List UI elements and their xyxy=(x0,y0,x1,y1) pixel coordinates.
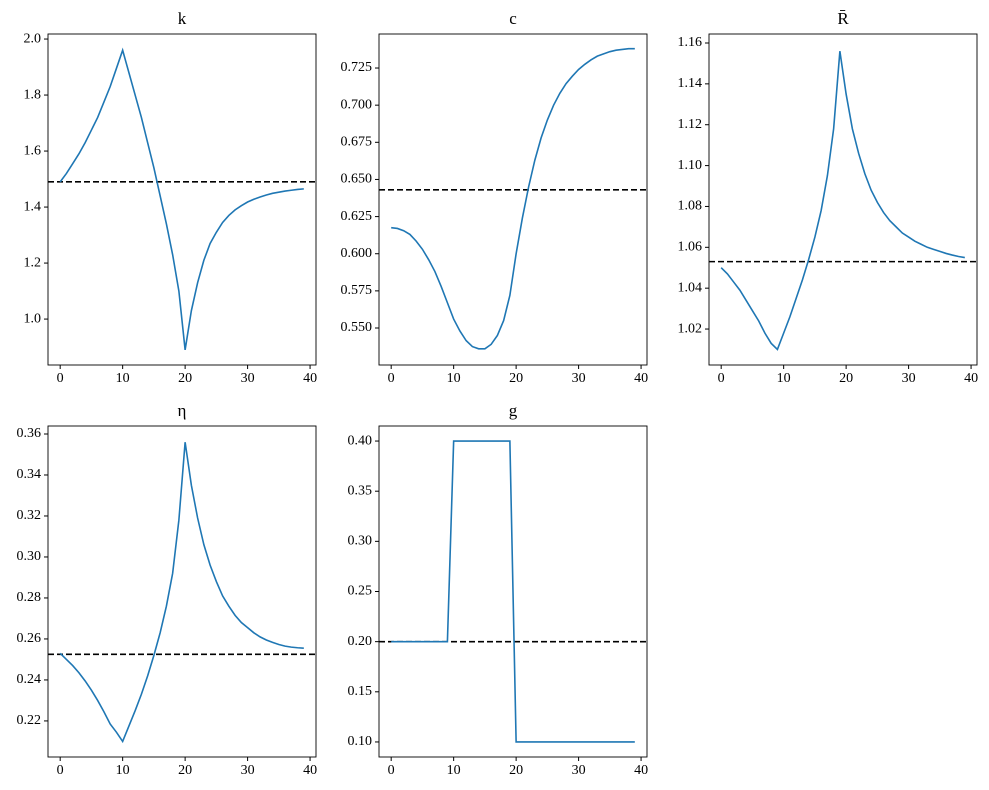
y-tick-label: 1.12 xyxy=(678,117,703,132)
y-tick-label: 0.24 xyxy=(17,672,42,687)
y-tick-label: 0.10 xyxy=(348,734,373,749)
data-line xyxy=(720,51,965,351)
y-tick-label: 0.36 xyxy=(17,426,42,441)
y-tick-label: 1.8 xyxy=(24,87,42,102)
x-tick-label: 10 xyxy=(116,371,130,386)
y-tick-label: 1.6 xyxy=(24,143,42,158)
subplot-title: η xyxy=(178,401,187,420)
y-tick-label: 1.04 xyxy=(678,280,703,295)
x-tick-label: 0 xyxy=(57,763,64,778)
x-tick-label: 30 xyxy=(902,371,916,386)
y-tick-label: 0.625 xyxy=(341,209,373,224)
y-tick-label: 1.02 xyxy=(678,321,703,336)
y-tick-label: 1.2 xyxy=(24,255,42,270)
y-tick-label: 2.0 xyxy=(24,31,42,46)
x-tick-label: 20 xyxy=(178,763,192,778)
y-tick-label: 0.34 xyxy=(17,467,42,482)
x-tick-label: 30 xyxy=(241,763,255,778)
y-tick-label: 0.700 xyxy=(341,97,373,112)
x-tick-label: 0 xyxy=(388,371,395,386)
y-tick-label: 0.25 xyxy=(348,584,373,599)
y-tick-label: 1.0 xyxy=(24,311,42,326)
y-tick-label: 0.22 xyxy=(17,713,42,728)
y-tick-label: 0.675 xyxy=(341,135,373,150)
x-tick-label: 10 xyxy=(116,763,130,778)
x-tick-label: 20 xyxy=(839,371,853,386)
x-tick-label: 0 xyxy=(718,371,725,386)
x-tick-label: 20 xyxy=(509,371,523,386)
subplot-title: R̄ xyxy=(837,9,849,28)
axes-frame xyxy=(708,33,978,366)
y-tick-label: 1.08 xyxy=(678,199,703,214)
axes-frame xyxy=(378,425,648,758)
x-tick-label: 30 xyxy=(241,371,255,386)
x-tick-label: 0 xyxy=(57,371,64,386)
y-tick-label: 0.20 xyxy=(348,634,373,649)
y-tick-label: 0.30 xyxy=(17,549,42,564)
axes-frame xyxy=(378,33,648,366)
y-tick-label: 0.575 xyxy=(341,283,373,298)
x-tick-label: 40 xyxy=(964,371,978,386)
data-line xyxy=(391,47,635,350)
subplot-title: g xyxy=(509,401,518,420)
y-tick-label: 0.40 xyxy=(348,433,373,448)
y-tick-label: 0.28 xyxy=(17,590,42,605)
y-tick-label: 0.15 xyxy=(348,684,373,699)
axes-frame xyxy=(47,425,317,758)
x-tick-label: 10 xyxy=(447,763,461,778)
y-tick-label: 1.10 xyxy=(678,158,703,173)
y-tick-label: 0.35 xyxy=(348,483,373,498)
x-tick-label: 30 xyxy=(572,763,586,778)
x-tick-label: 20 xyxy=(509,763,523,778)
y-tick-label: 1.14 xyxy=(678,76,703,91)
data-line xyxy=(59,47,304,351)
x-tick-label: 30 xyxy=(572,371,586,386)
data-line xyxy=(391,440,635,743)
y-tick-label: 0.550 xyxy=(341,320,373,335)
y-tick-label: 1.06 xyxy=(678,240,703,255)
axes-frame xyxy=(47,33,317,366)
y-tick-label: 0.30 xyxy=(348,534,373,549)
y-tick-label: 0.725 xyxy=(341,60,373,75)
data-line xyxy=(59,442,304,744)
x-tick-label: 10 xyxy=(447,371,461,386)
x-tick-label: 40 xyxy=(303,763,317,778)
x-tick-label: 20 xyxy=(178,371,192,386)
y-tick-label: 1.4 xyxy=(24,199,42,214)
subplot-title: k xyxy=(178,9,187,28)
x-tick-label: 0 xyxy=(388,763,395,778)
y-tick-label: 0.32 xyxy=(17,508,42,523)
x-tick-label: 10 xyxy=(777,371,791,386)
y-tick-label: 0.600 xyxy=(341,246,373,261)
x-tick-label: 40 xyxy=(634,763,648,778)
x-tick-label: 40 xyxy=(634,371,648,386)
subplot-title: c xyxy=(509,9,517,28)
x-tick-label: 40 xyxy=(303,371,317,386)
y-tick-label: 0.650 xyxy=(341,172,373,187)
y-tick-label: 1.16 xyxy=(678,35,703,50)
y-tick-label: 0.26 xyxy=(17,631,42,646)
